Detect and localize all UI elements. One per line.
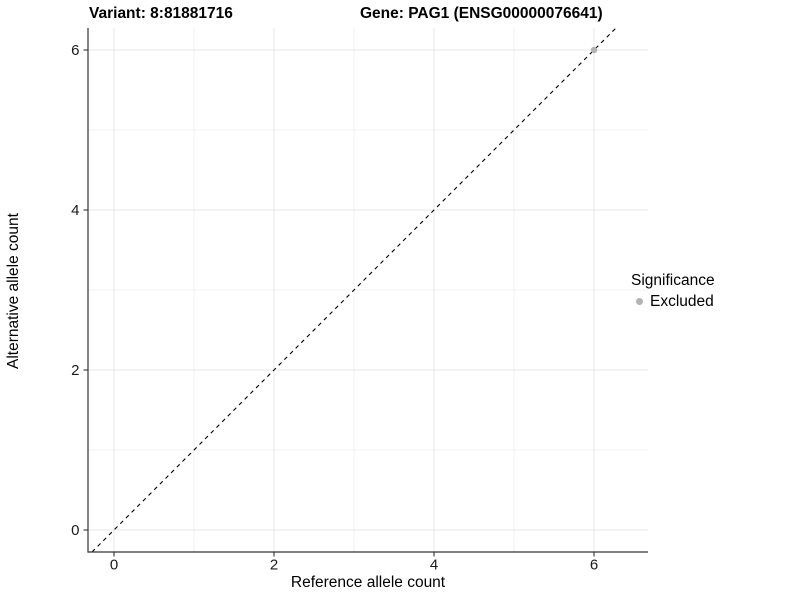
y-axis-title: Alternative allele count	[5, 213, 22, 369]
y-tick-label: 6	[71, 42, 79, 59]
y-tick-label: 4	[71, 202, 79, 219]
gene-title: Gene: PAG1 (ENSG00000076641)	[360, 5, 603, 22]
excluded-point-icon	[636, 298, 643, 305]
x-tick-label: 0	[110, 557, 118, 574]
x-axis-title: Reference allele count	[290, 574, 446, 591]
data-point	[590, 46, 598, 54]
x-tick-label: 6	[590, 557, 598, 574]
x-tick-label: 2	[270, 557, 278, 574]
legend-item-excluded: Excluded	[631, 293, 715, 310]
identity-line	[91, 27, 617, 553]
x-tick-label: 4	[430, 557, 438, 574]
y-tick-label: 2	[71, 362, 79, 379]
legend-title: Significance	[631, 272, 715, 289]
variant-title: Variant: 8:81881716	[89, 5, 233, 22]
legend: Significance Excluded	[631, 271, 715, 310]
legend-item-label: Excluded	[650, 292, 714, 310]
legend-key	[631, 293, 648, 310]
y-tick-label: 0	[71, 522, 79, 539]
